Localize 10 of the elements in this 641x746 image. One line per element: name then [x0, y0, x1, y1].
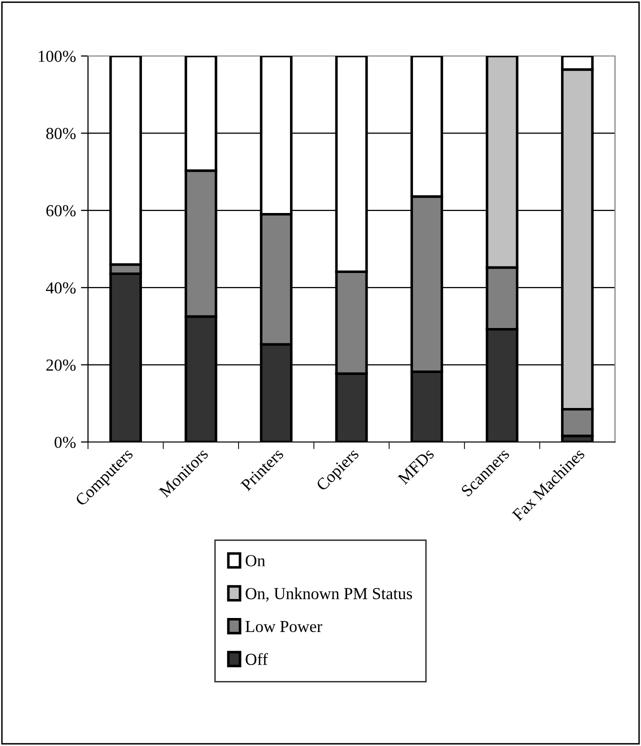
legend-label: On	[246, 555, 266, 566]
legend-label: Off	[246, 653, 268, 665]
y-tick-label: 20%	[46, 360, 76, 371]
legend-label: Low Power	[246, 621, 322, 632]
legend-label: On, Unknown PM Status	[246, 588, 412, 602]
y-tick-label: 0%	[54, 436, 76, 448]
y-tick-label: 100%	[38, 50, 76, 62]
y-tick-label: 40%	[46, 282, 76, 294]
y-tick-label: 80%	[46, 128, 76, 140]
y-tick-label: 60%	[46, 205, 76, 216]
